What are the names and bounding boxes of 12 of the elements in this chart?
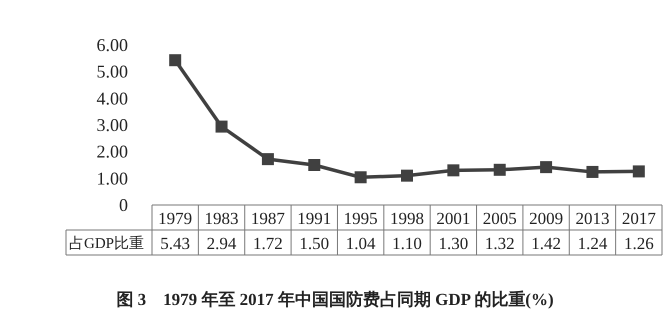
point bbox=[632, 165, 645, 178]
point bbox=[540, 161, 552, 174]
title: 图 3 1979 年至 2017 年中国国防费占同期 GDP 的比重(%) bbox=[116, 290, 554, 309]
point bbox=[447, 164, 460, 176]
point bbox=[354, 171, 367, 184]
point bbox=[262, 153, 274, 166]
point bbox=[586, 166, 598, 178]
point bbox=[216, 120, 228, 133]
point bbox=[169, 54, 182, 66]
point bbox=[401, 170, 413, 182]
point bbox=[494, 164, 506, 176]
point bbox=[308, 159, 320, 171]
